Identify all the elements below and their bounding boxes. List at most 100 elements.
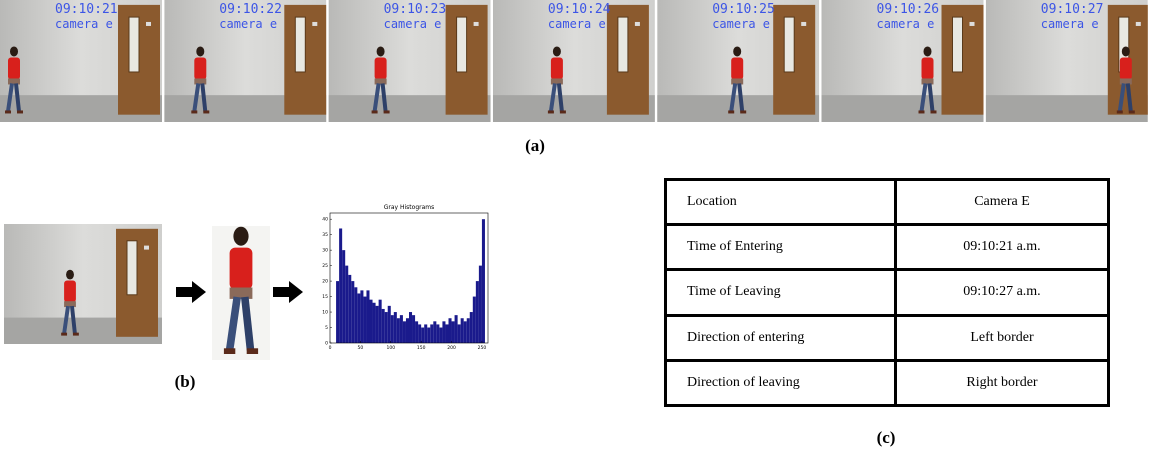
y-tick-label: 35: [322, 232, 328, 238]
x-tick-label: 150: [417, 345, 426, 351]
hips: [64, 301, 76, 307]
torso: [731, 57, 743, 79]
histogram-bar: [442, 321, 445, 343]
cropped-person: [212, 226, 270, 360]
shoe: [203, 110, 209, 113]
head: [66, 270, 74, 280]
torso: [1120, 57, 1132, 79]
timestamp: 09:10:27: [1041, 2, 1104, 17]
histogram-bar: [366, 290, 369, 343]
door-sign: [801, 22, 806, 26]
hips: [731, 78, 743, 84]
histogram-bar: [382, 309, 385, 343]
histogram-bar: [449, 318, 452, 343]
door-window: [127, 241, 137, 295]
torso: [551, 57, 563, 79]
value-cell: 09:10:27 a.m.: [896, 270, 1109, 315]
head: [733, 46, 741, 56]
timestamp: 09:10:26: [877, 2, 940, 17]
torso: [922, 57, 934, 79]
hips: [8, 78, 20, 84]
camera-name: camera e: [384, 17, 442, 31]
table-row: Direction of enteringLeft border: [666, 315, 1109, 360]
frame: 09:10:26camera e: [822, 0, 984, 122]
shoe: [740, 110, 746, 113]
shoe: [372, 110, 378, 113]
histogram-bar: [354, 287, 357, 343]
value-cell: Left border: [896, 315, 1109, 360]
shoe: [1117, 110, 1123, 113]
table-row: Time of Entering09:10:21 a.m.: [666, 225, 1109, 270]
histogram-bar: [473, 297, 476, 343]
histogram-bar: [351, 281, 354, 343]
camera-name: camera e: [55, 17, 113, 31]
histogram-bar: [427, 328, 430, 343]
histogram-bar: [445, 324, 448, 343]
histogram-bar: [336, 281, 339, 343]
camera-name: camera e: [219, 17, 277, 31]
y-tick-label: 25: [322, 263, 328, 269]
arrow: [273, 281, 303, 303]
shoe: [73, 333, 79, 336]
head: [924, 46, 932, 56]
shoe: [224, 348, 235, 354]
y-tick-label: 10: [322, 310, 328, 316]
hips: [922, 78, 934, 84]
torso: [194, 57, 206, 79]
shoe: [191, 110, 197, 113]
y-tick-label: 40: [322, 217, 328, 223]
hips: [1120, 78, 1132, 84]
histogram-bar: [397, 318, 400, 343]
label-c: (c): [877, 428, 896, 447]
timestamp: 09:10:24: [548, 2, 611, 17]
histogram-bar: [433, 321, 436, 343]
histogram-bar: [363, 297, 366, 343]
histogram-bar: [409, 312, 412, 343]
shoe: [728, 110, 734, 113]
histogram-bar: [373, 303, 376, 343]
shoe: [919, 110, 925, 113]
shoe: [61, 333, 67, 336]
table-row: Direction of leavingRight border: [666, 360, 1109, 405]
door-window: [295, 17, 305, 72]
histogram-bar: [385, 312, 388, 343]
histogram-bar: [455, 315, 458, 343]
histogram-bar: [476, 281, 479, 343]
field-cell: Location: [666, 180, 896, 225]
head: [1122, 46, 1130, 56]
shoe: [548, 110, 554, 113]
histogram-bar: [391, 315, 394, 343]
histogram-bar: [342, 250, 345, 343]
head: [10, 46, 18, 56]
scene-image: [4, 224, 162, 344]
histogram-bar: [348, 275, 351, 343]
torso: [230, 248, 253, 290]
head: [377, 46, 385, 56]
y-tick-label: 15: [322, 294, 328, 300]
histogram-bar: [430, 324, 433, 343]
hips: [551, 78, 563, 84]
label-a: (a): [525, 136, 545, 155]
shoe: [384, 110, 390, 113]
door-sign: [312, 22, 317, 26]
label-b: (b): [175, 372, 196, 391]
door-sign: [1136, 22, 1141, 26]
y-tick-label: 0: [325, 341, 328, 347]
x-tick-label: 200: [447, 345, 456, 351]
histogram-bar: [424, 324, 427, 343]
timestamp: 09:10:23: [384, 2, 447, 17]
histogram-bar: [406, 318, 409, 343]
histogram-bar: [421, 328, 424, 343]
frame: 09:10:21camera e: [0, 0, 162, 122]
camera-name: camera e: [548, 17, 606, 31]
head: [196, 46, 204, 56]
histogram-bar: [436, 324, 439, 343]
histogram-bar: [470, 312, 473, 343]
shoe: [560, 110, 566, 113]
value-cell: 09:10:21 a.m.: [896, 225, 1109, 270]
door-window: [618, 17, 628, 72]
